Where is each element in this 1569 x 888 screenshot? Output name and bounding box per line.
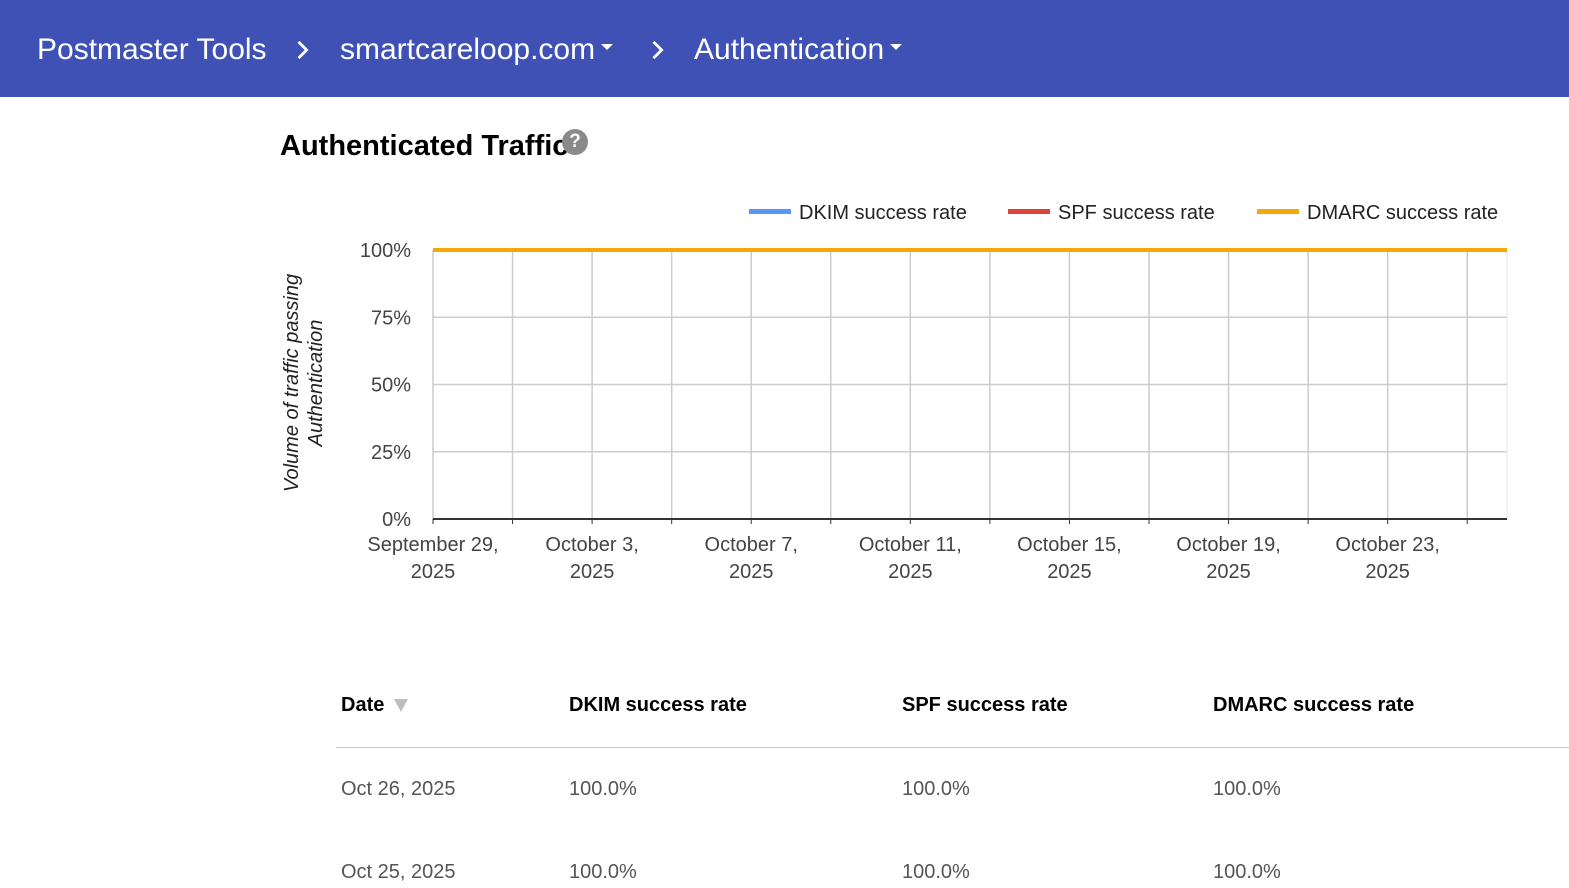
dropdown-caret-icon	[601, 44, 614, 51]
x-tick-label-line: 2025	[1206, 561, 1251, 583]
cell-date: Oct 26, 2025	[341, 778, 456, 800]
x-tick-label: October 19, 2025	[1176, 534, 1281, 583]
domain-label: smartcareloop.com	[340, 33, 596, 66]
legend-label-spf: SPF success rate	[1058, 202, 1215, 224]
y-tick-label: 100%	[360, 240, 411, 262]
x-tick-label-line: October 23,	[1335, 534, 1440, 556]
x-tick-label-line: 2025	[1047, 561, 1092, 583]
x-tick-label-line: September 29,	[367, 534, 498, 556]
cell-spf: 100.0%	[902, 778, 970, 800]
cell-dkim: 100.0%	[569, 778, 637, 800]
x-tick-label: September 29, 2025	[367, 534, 498, 583]
x-tick-label-line: 2025	[411, 561, 456, 583]
table-row: Oct 26, 2025 100.0% 100.0% 100.0%	[0, 775, 1569, 803]
x-tick-label-line: October 7,	[705, 534, 798, 556]
y-axis-title-line: Volume of traffic passing	[281, 274, 303, 492]
column-header-date-label: Date	[341, 694, 385, 716]
top-app-bar: Postmaster Tools smartcareloop.com Authe…	[0, 0, 1569, 97]
y-tick-label: 75%	[371, 307, 411, 329]
column-header-date[interactable]: Date	[341, 692, 409, 718]
x-tick-label-line: 2025	[570, 561, 615, 583]
x-tick-label: October 11, 2025	[859, 534, 962, 583]
table-row: Oct 25, 2025 100.0% 100.0% 100.0%	[0, 858, 1569, 886]
x-tick-label: October 3, 2025	[545, 534, 638, 583]
section-selector[interactable]: Authentication	[694, 31, 903, 69]
y-tick-label: 50%	[371, 375, 411, 397]
column-header-spf[interactable]: SPF success rate	[902, 694, 1068, 716]
legend-swatch-spf	[1008, 209, 1050, 215]
x-tick-label: October 15, 2025	[1017, 534, 1122, 583]
legend-item-dkim: DKIM success rate	[749, 200, 967, 226]
x-tick-label-line: October 15,	[1017, 534, 1122, 556]
cell-dmarc: 100.0%	[1213, 778, 1281, 800]
y-axis-title-line: Authentication	[305, 320, 327, 448]
table-header-divider	[336, 747, 1569, 748]
legend-item-spf: SPF success rate	[1008, 200, 1215, 226]
cell-date: Oct 25, 2025	[341, 861, 456, 883]
x-tick-label: October 23, 2025	[1335, 534, 1440, 583]
legend-item-dmarc: DMARC success rate	[1257, 200, 1498, 226]
column-header-dmarc[interactable]: DMARC success rate	[1213, 694, 1415, 716]
x-tick-label-line: October 3,	[545, 534, 638, 556]
y-tick-label: 25%	[371, 442, 411, 464]
y-axis-title: Volume of traffic passing Authentication	[281, 274, 327, 492]
x-tick-label: October 7, 2025	[705, 534, 798, 583]
authentication-line-chart: 0%25%50%75%100%September 29, 2025October …	[281, 240, 1508, 583]
x-tick-label-line: 2025	[729, 561, 774, 583]
x-tick-label-line: October 19,	[1176, 534, 1281, 556]
y-tick-label: 0%	[382, 509, 411, 531]
chevron-right-icon	[652, 40, 664, 60]
x-tick-label-line: October 11,	[859, 534, 962, 556]
app-title-link[interactable]: Postmaster Tools	[37, 33, 267, 66]
legend-label-dkim: DKIM success rate	[799, 202, 967, 224]
x-tick-label-line: 2025	[1365, 561, 1410, 583]
dropdown-caret-icon	[890, 44, 903, 51]
x-tick-label-line: 2025	[888, 561, 933, 583]
cell-dmarc: 100.0%	[1213, 861, 1281, 883]
column-header-dkim[interactable]: DKIM success rate	[569, 694, 747, 716]
panel-title: Authenticated Traffic	[280, 130, 569, 162]
cell-spf: 100.0%	[902, 861, 970, 883]
cell-dkim: 100.0%	[569, 861, 637, 883]
section-label: Authentication	[694, 33, 885, 66]
legend-label-dmarc: DMARC success rate	[1307, 202, 1499, 224]
legend-swatch-dkim	[749, 209, 791, 215]
help-circle-icon[interactable]: ?	[562, 129, 588, 155]
chevron-right-icon	[297, 40, 309, 60]
sort-descending-icon[interactable]	[394, 699, 409, 712]
domain-selector[interactable]: smartcareloop.com	[340, 31, 614, 69]
legend-swatch-dmarc	[1257, 209, 1299, 215]
